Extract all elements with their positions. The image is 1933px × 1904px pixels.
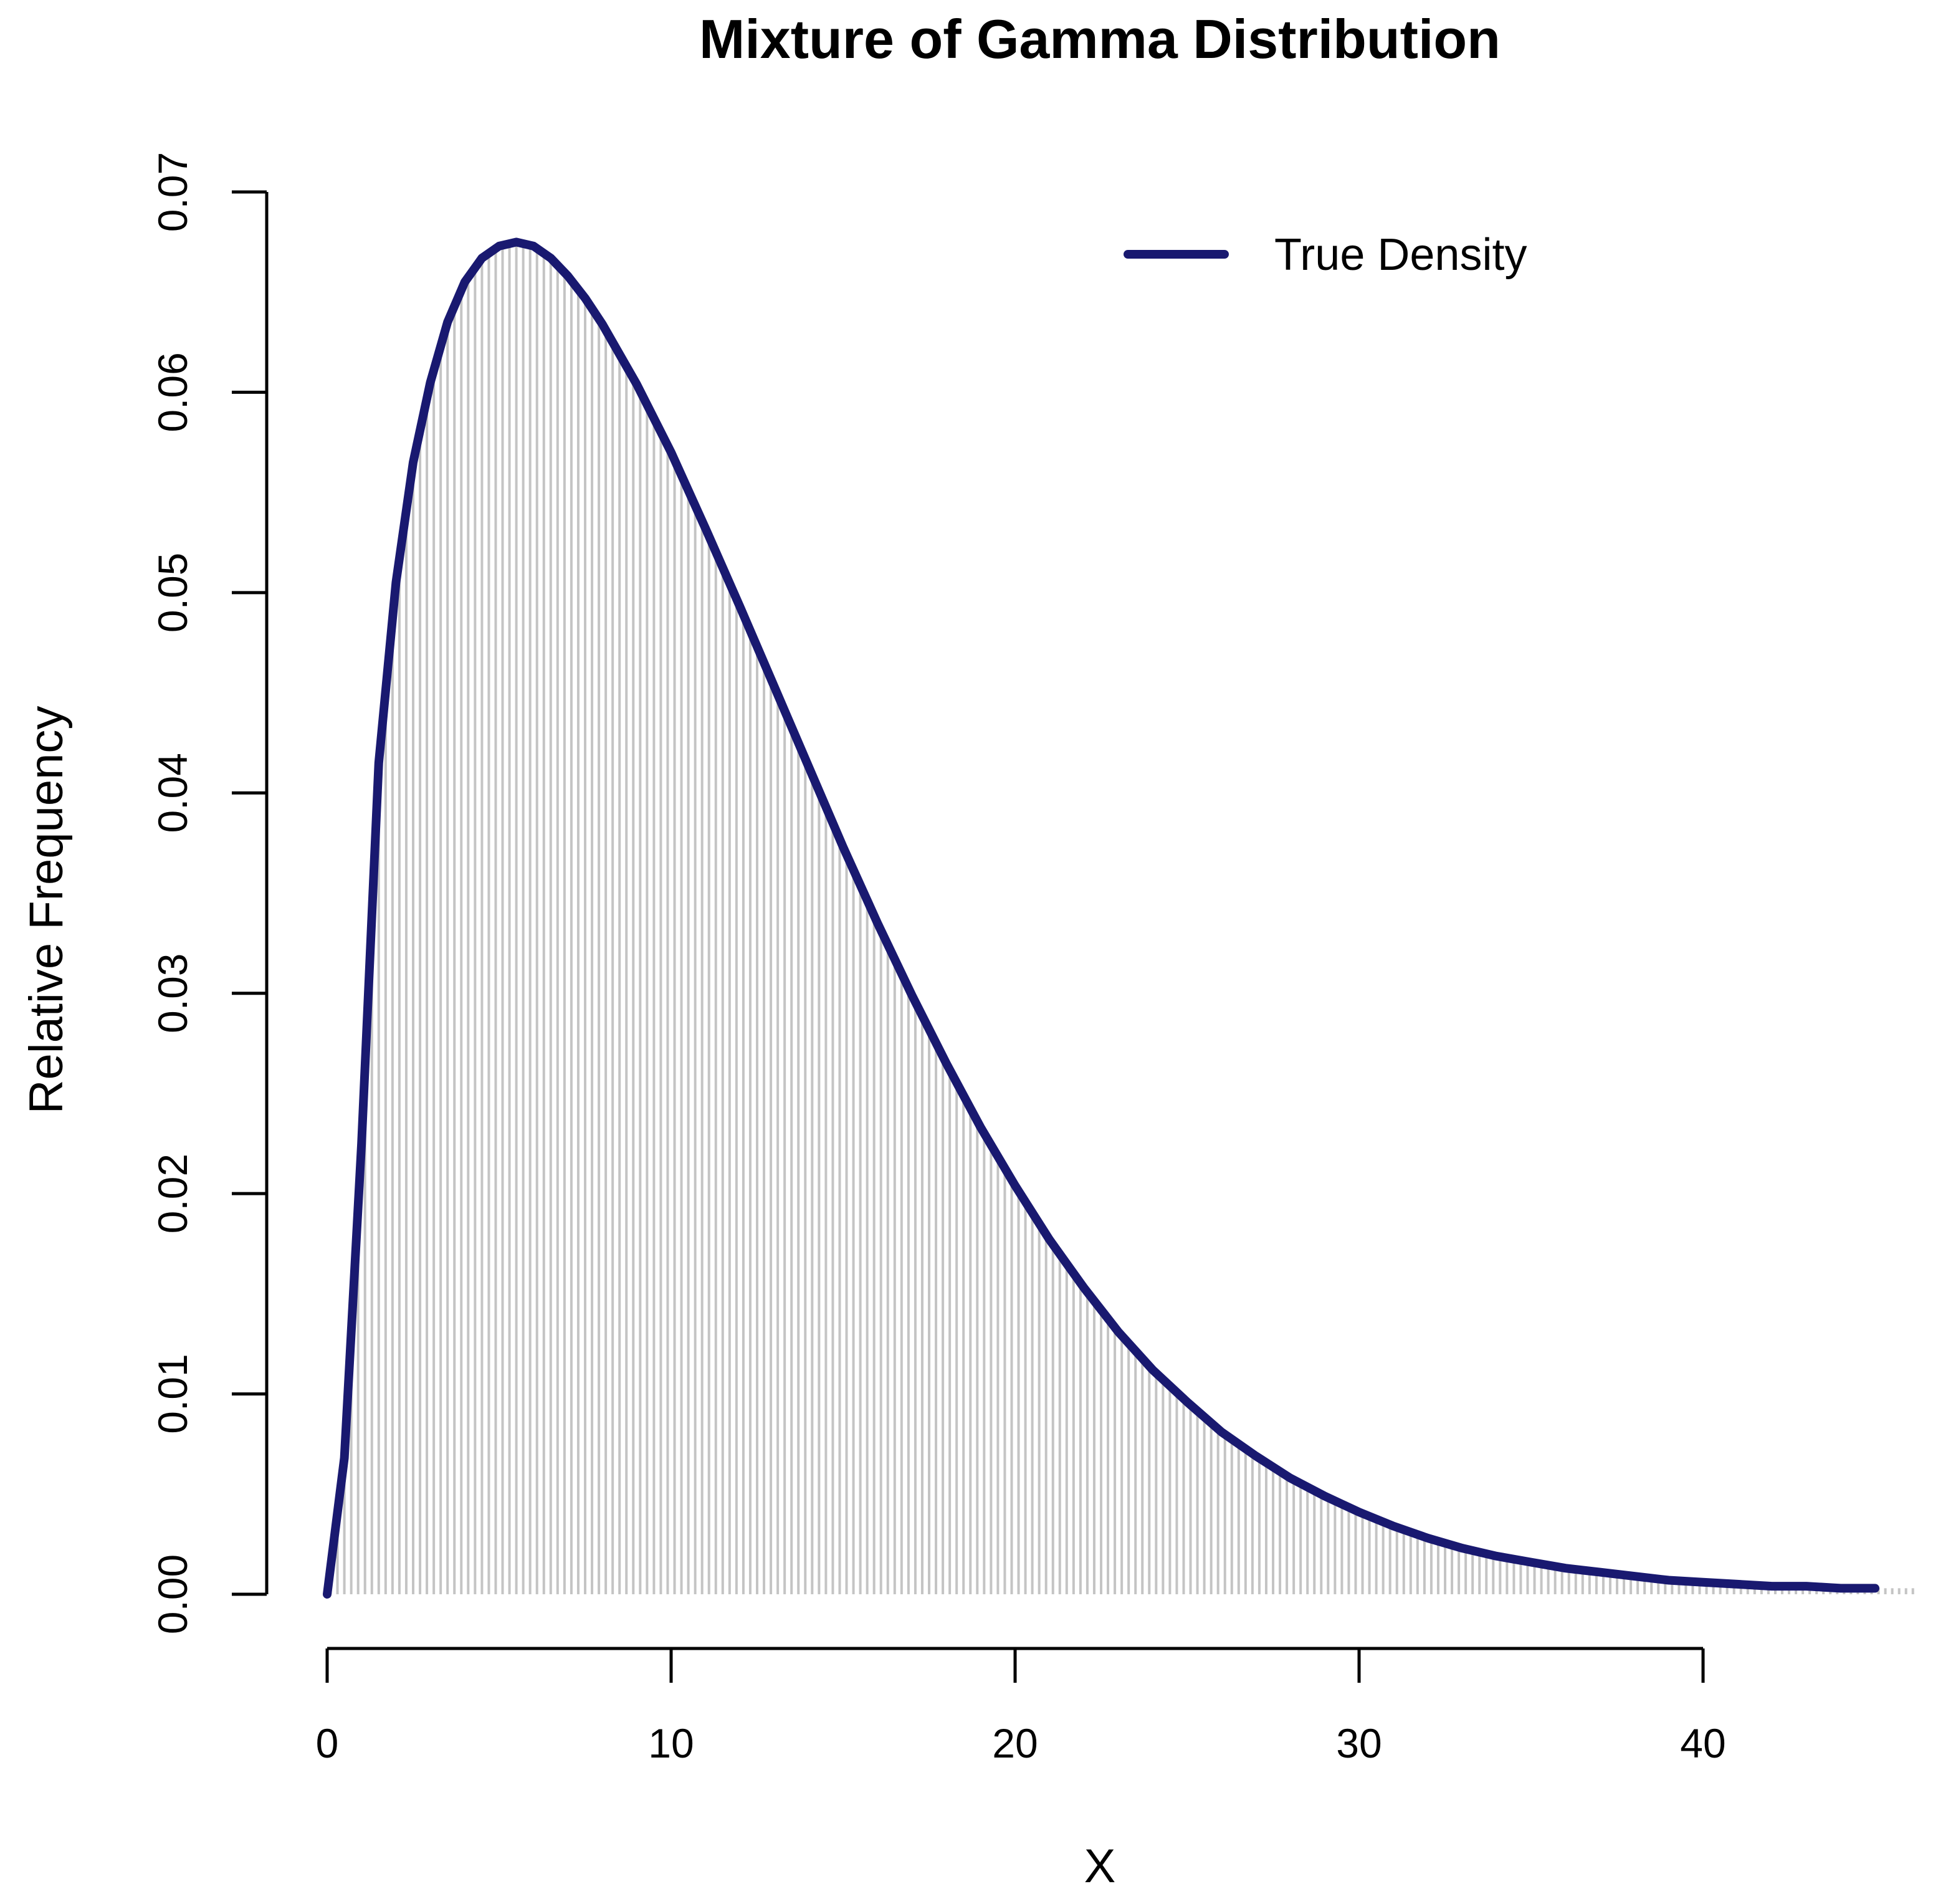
y-tick-label: 0.01 <box>150 1354 196 1433</box>
x-tick-label: 40 <box>1680 1720 1725 1766</box>
y-tick-label: 0.06 <box>150 352 196 432</box>
x-tick-label: 20 <box>992 1720 1038 1766</box>
x-tick-label: 30 <box>1336 1720 1382 1766</box>
legend: True Density <box>1124 230 1527 280</box>
y-tick-label: 0.02 <box>150 1154 196 1233</box>
histogram-bars <box>329 242 1914 1594</box>
y-tick-label: 0.00 <box>150 1554 196 1634</box>
y-tick-label: 0.03 <box>150 953 196 1033</box>
density-line <box>323 237 1879 1599</box>
x-tick-label: 10 <box>648 1720 694 1766</box>
x-axis: 0 10 20 30 40 <box>316 1647 1726 1766</box>
y-tick-label: 0.05 <box>150 553 196 633</box>
legend-label: True Density <box>1274 230 1527 280</box>
y-axis: 0.00 0.01 0.02 0.03 0.04 0.05 0.06 0.07 <box>150 152 269 1634</box>
chart-title: Mixture of Gamma Distribution <box>699 8 1501 70</box>
y-tick-label: 0.04 <box>150 753 196 833</box>
y-axis-label: Relative Frequency <box>20 706 73 1114</box>
x-tick-label: 0 <box>316 1720 339 1766</box>
x-axis-label: X <box>1084 1840 1116 1893</box>
y-tick-label: 0.07 <box>150 152 196 232</box>
